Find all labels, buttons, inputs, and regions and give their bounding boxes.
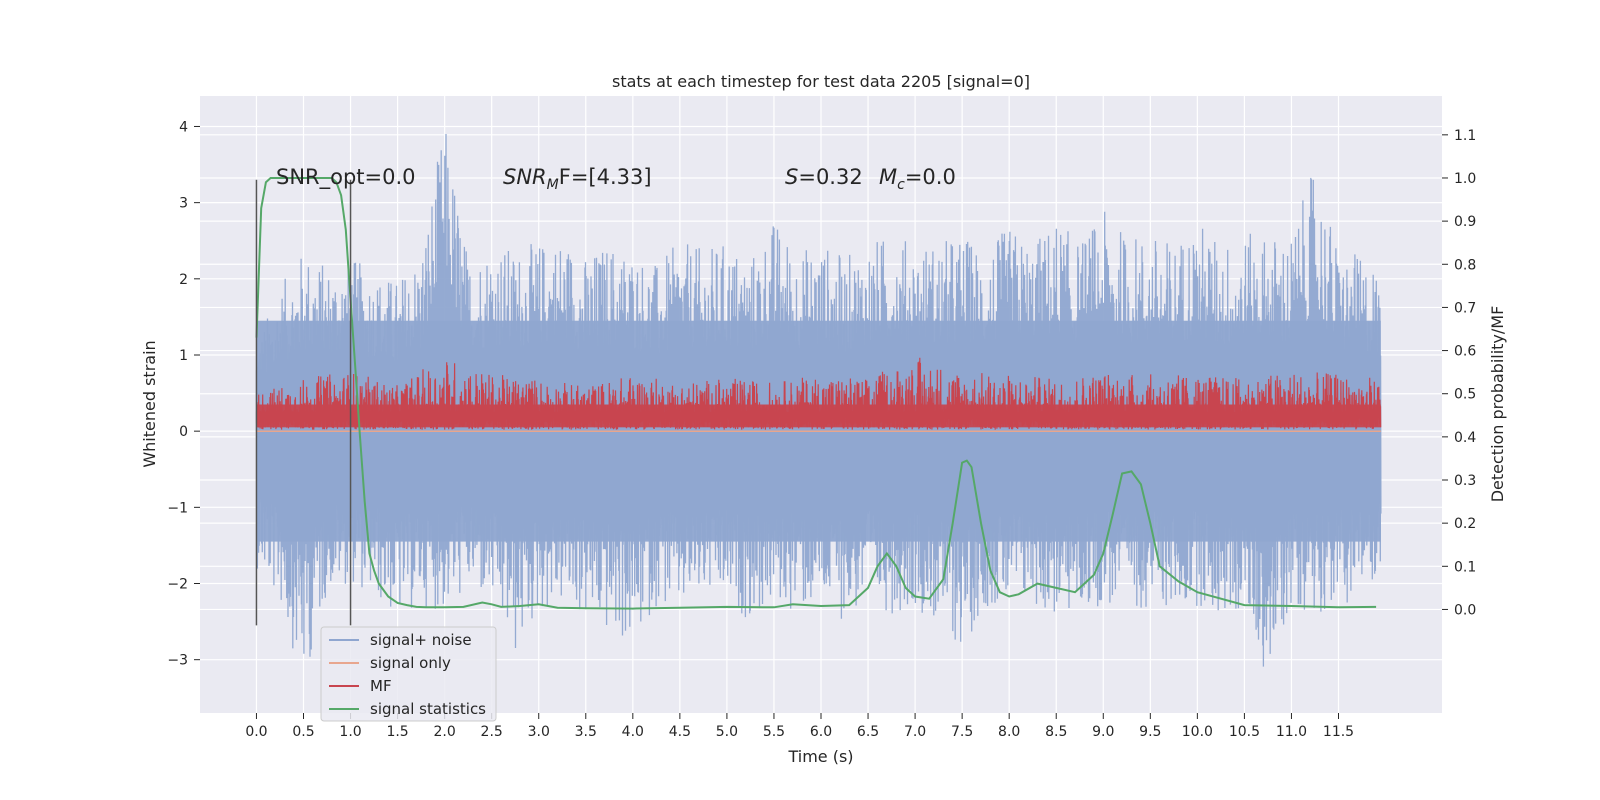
y2-tick-label: 0.6 bbox=[1454, 344, 1476, 360]
y-axis-right-ticks: 0.0 0.1 0.2 0.3 0.4 0.5 0.6 0.7 0.8 0.9 1.0 1.1 bbox=[1442, 128, 1476, 618]
y2-tick-label: 0.3 bbox=[1454, 473, 1476, 489]
y2-tick-label: 1.0 bbox=[1454, 171, 1476, 187]
y-tick-label: −1 bbox=[167, 500, 188, 516]
x-axis-label: Time (s) bbox=[787, 747, 853, 766]
x-tick-label: 5.5 bbox=[763, 724, 785, 740]
annotation-snr-opt: SNR_opt=0.0 bbox=[276, 165, 416, 190]
x-tick-label: 8.5 bbox=[1045, 724, 1067, 740]
y-tick-label: −3 bbox=[167, 653, 188, 669]
x-tick-label: 3.5 bbox=[575, 724, 597, 740]
x-tick-label: 10.0 bbox=[1182, 724, 1213, 740]
vertical-markers bbox=[255, 179, 352, 626]
legend-box bbox=[320, 626, 497, 722]
signal-noise-trace bbox=[255, 133, 1382, 667]
y-tick-label: −2 bbox=[167, 577, 188, 593]
x-tick-label: 11.5 bbox=[1323, 724, 1354, 740]
y2-tick-label: 0.0 bbox=[1454, 602, 1476, 618]
mf-trace bbox=[255, 357, 1382, 430]
y2-tick-label: 0.9 bbox=[1454, 214, 1476, 230]
legend-label-mf: MF bbox=[370, 677, 392, 695]
y2-tick-label: 0.5 bbox=[1454, 387, 1476, 403]
y2-tick-label: 1.1 bbox=[1454, 128, 1476, 144]
x-tick-label: 5.0 bbox=[716, 724, 738, 740]
x-tick-label: 6.5 bbox=[857, 724, 879, 740]
x-tick-label: 1.0 bbox=[339, 724, 361, 740]
chart-title: stats at each timestep for test data 220… bbox=[612, 72, 1030, 91]
legend-label-signal-only: signal only bbox=[370, 654, 451, 672]
annotation-mc: Mc=0.0 bbox=[879, 165, 956, 193]
y2-tick-label: 0.7 bbox=[1454, 300, 1476, 316]
x-tick-label: 0.5 bbox=[292, 724, 314, 740]
x-tick-label: 2.5 bbox=[481, 724, 503, 740]
x-tick-label: 9.0 bbox=[1092, 724, 1114, 740]
y2-tick-label: 0.4 bbox=[1454, 430, 1476, 446]
legend-label-signal-noise: signal+ noise bbox=[370, 631, 472, 649]
series-layer bbox=[255, 133, 1382, 667]
y-tick-label: 0 bbox=[179, 424, 188, 440]
x-tick-label: 8.0 bbox=[998, 724, 1020, 740]
y2-tick-label: 0.8 bbox=[1454, 257, 1476, 273]
x-tick-label: 6.0 bbox=[810, 724, 832, 740]
y-tick-label: 1 bbox=[179, 348, 188, 364]
x-tick-label: 2.0 bbox=[434, 724, 456, 740]
y2-tick-label: 0.2 bbox=[1454, 516, 1476, 532]
y2-tick-label: 0.1 bbox=[1454, 559, 1476, 575]
x-tick-label: 9.5 bbox=[1139, 724, 1161, 740]
x-axis-ticks: 0.0 0.5 1.0 1.5 2.0 2.5 3.0 3.5 4.0 4.5 5.0 5.5 6.0 6… bbox=[245, 713, 1354, 740]
y2-axis-label: Detection probability/MF bbox=[1488, 306, 1507, 503]
annotation-s: S=0.32 bbox=[785, 165, 863, 189]
y-axis-left-ticks: −3 −2 −1 0 1 2 3 4 bbox=[167, 119, 200, 669]
signal-statistics-line bbox=[255, 177, 1377, 610]
x-tick-label: 4.5 bbox=[669, 724, 691, 740]
y-tick-label: 4 bbox=[179, 119, 188, 135]
y-tick-label: 2 bbox=[179, 272, 188, 288]
x-tick-label: 4.0 bbox=[622, 724, 644, 740]
x-tick-label: 3.0 bbox=[528, 724, 550, 740]
x-tick-label: 7.0 bbox=[904, 724, 926, 740]
y-axis-label: Whitened strain bbox=[140, 340, 159, 467]
x-tick-label: 1.5 bbox=[386, 724, 408, 740]
x-tick-label: 10.5 bbox=[1229, 724, 1260, 740]
legend: signal+ noise signal only MF signal stat… bbox=[320, 626, 497, 722]
x-tick-label: 7.5 bbox=[951, 724, 973, 740]
legend-label-signal-statistics: signal statistics bbox=[370, 700, 486, 718]
x-tick-label: 0.0 bbox=[245, 724, 267, 740]
annotation-snr-mf: SNRMF=[4.33] bbox=[503, 165, 652, 193]
x-tick-label: 11.0 bbox=[1276, 724, 1307, 740]
y-tick-label: 3 bbox=[179, 196, 188, 212]
